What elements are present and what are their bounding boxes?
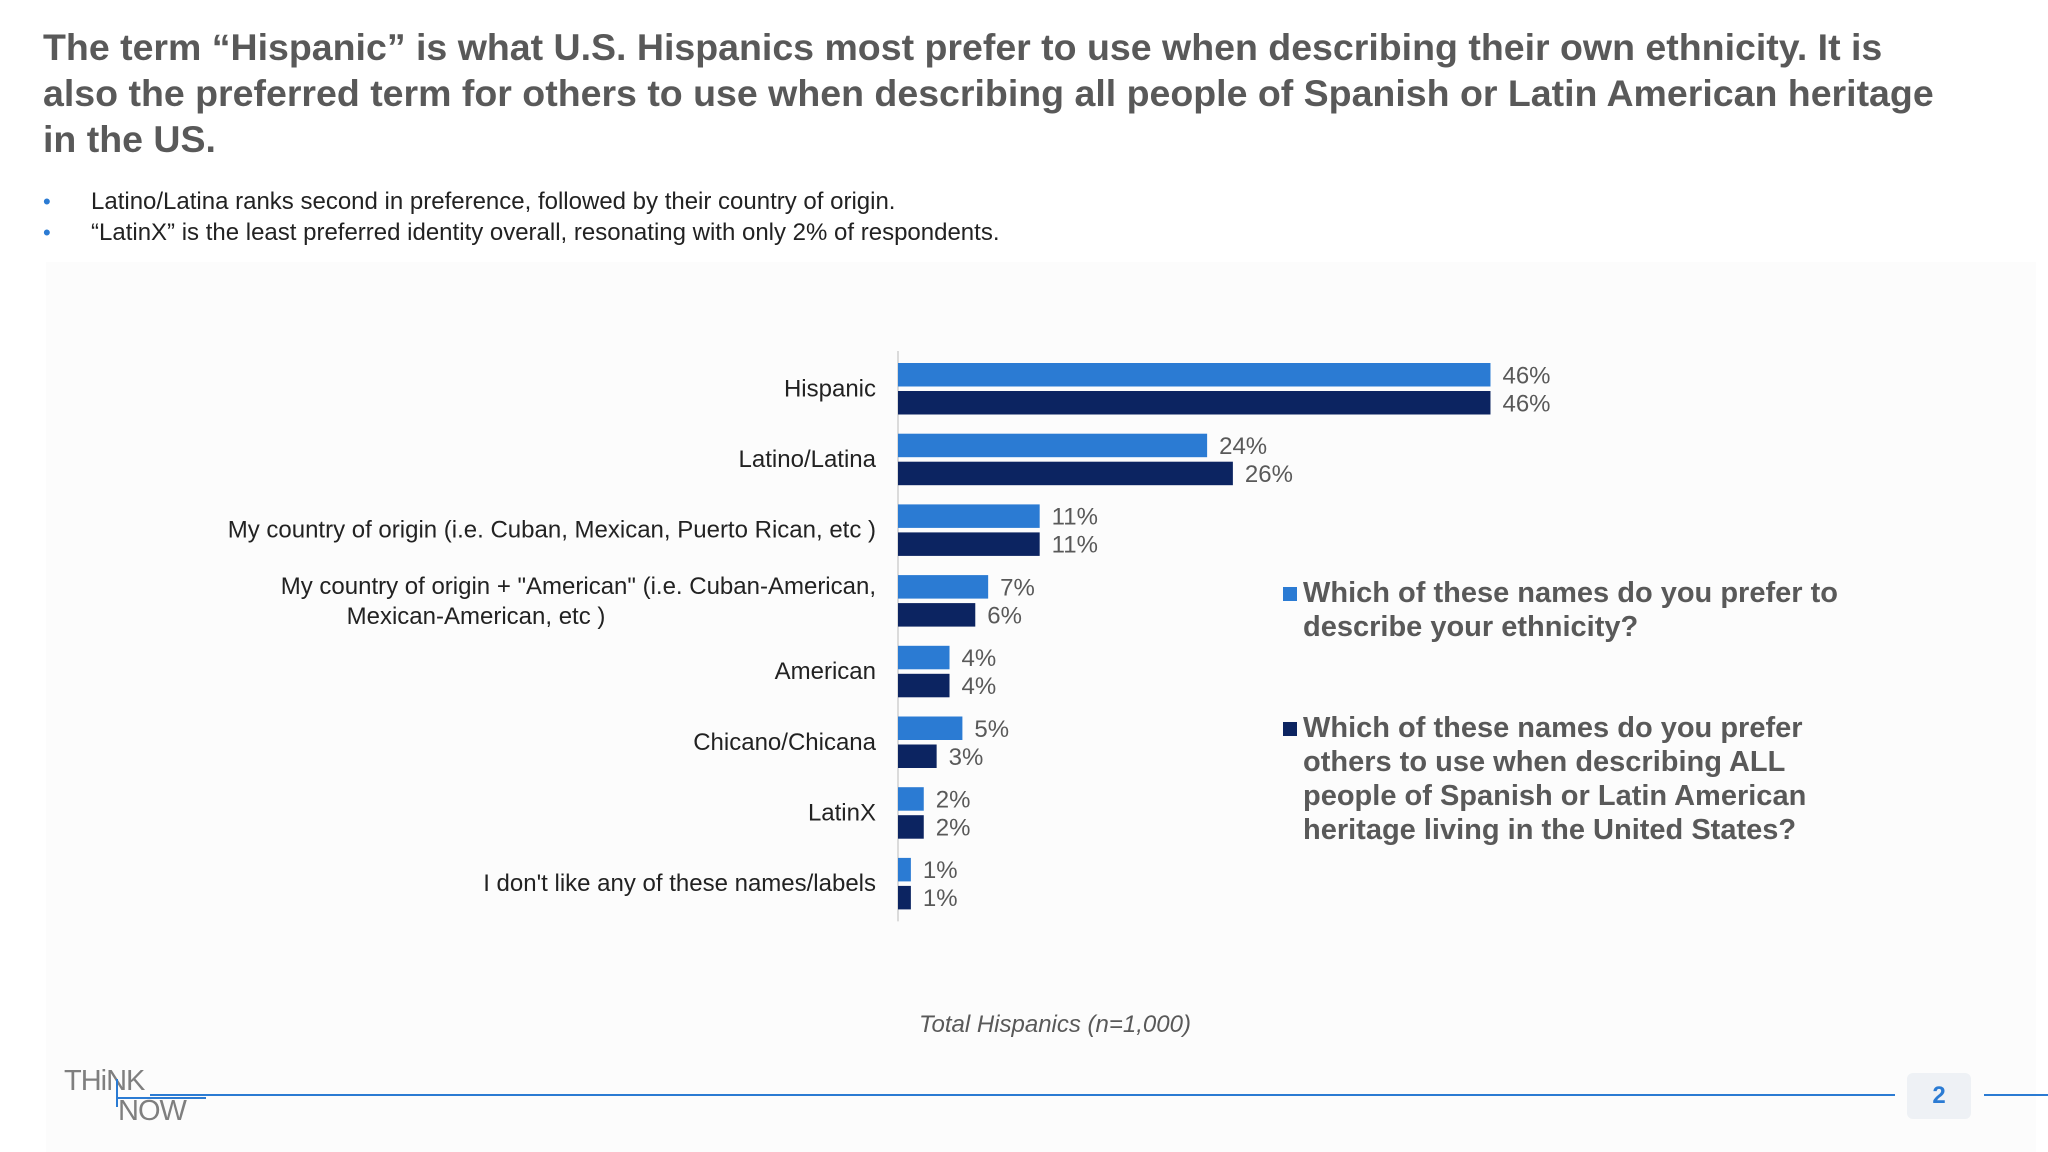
- bullet-icon: •: [43, 189, 51, 214]
- data-label-series-2: 3%: [949, 744, 984, 771]
- data-label-series-1: 11%: [1052, 504, 1098, 531]
- legend-item-series-1: Which of these names do you prefer to de…: [1283, 576, 1843, 644]
- footer-divider-right: [1984, 1094, 2048, 1096]
- bar-series-1: [898, 645, 950, 670]
- data-label-series-1: 1%: [923, 857, 958, 884]
- logo-line-horizontal: [116, 1097, 206, 1099]
- category-label: Hispanic: [784, 375, 876, 402]
- footer-divider: [150, 1094, 1895, 1096]
- category-label: Latino/Latina: [739, 446, 877, 473]
- logo-text-top: THiNK: [64, 1065, 145, 1097]
- chart-legend: Which of these names do you prefer to de…: [1283, 576, 1843, 847]
- data-label-series-2: 2%: [936, 814, 971, 841]
- category-label: I don't like any of these names/labels: [483, 870, 876, 897]
- data-label-series-1: 7%: [1000, 574, 1035, 601]
- data-label-series-1: 24%: [1219, 433, 1267, 460]
- logo-line-vertical: [116, 1079, 118, 1107]
- bar-series-2: [898, 885, 911, 910]
- bar-series-1: [898, 787, 924, 811]
- data-label-series-2: 4%: [962, 673, 997, 700]
- bullet-text: “LatinX” is the least preferred identity…: [91, 219, 1000, 246]
- bullet-text: Latino/Latina ranks second in preference…: [91, 188, 896, 215]
- bar-series-1: [898, 857, 911, 882]
- chart-caption: Total Hispanics (n=1,000): [919, 1011, 1191, 1038]
- category-label: My country of origin (i.e. Cuban, Mexica…: [228, 517, 876, 544]
- bar-series-2: [898, 815, 924, 839]
- bar-series-2: [898, 603, 976, 627]
- logo-text-bottom: NOW: [118, 1095, 187, 1127]
- bullet-list: • Latino/Latina ranks second in preferenc…: [43, 186, 999, 248]
- slide-title: The term “Hispanic” is what U.S. Hispani…: [43, 26, 1934, 160]
- bullet-icon: •: [43, 220, 51, 245]
- bar-series-1: [898, 716, 963, 740]
- bullet-item: • “LatinX” is the least preferred identit…: [43, 217, 999, 248]
- data-label-series-1: 5%: [974, 716, 1009, 743]
- data-label-series-1: 2%: [936, 786, 971, 813]
- legend-swatch-series-1: [1283, 587, 1297, 601]
- category-label-line: My country of origin + "American" (i.e. …: [281, 572, 876, 599]
- thinknow-logo: THiNK NOW: [64, 1065, 206, 1129]
- data-label-series-1: 46%: [1502, 362, 1550, 389]
- bar-series-1: [898, 504, 1040, 528]
- category-label: My country of origin + "American" (i.e. …: [281, 572, 876, 629]
- legend-swatch-series-2: [1283, 722, 1297, 736]
- bar-series-2: [898, 391, 1491, 415]
- bar-series-2: [898, 744, 937, 768]
- data-label-series-2: 11%: [1052, 532, 1098, 559]
- category-label: LatinX: [808, 799, 876, 826]
- category-label-line: Mexican-American, etc ): [347, 602, 606, 629]
- data-label-series-2: 26%: [1245, 461, 1293, 488]
- data-label-series-1: 4%: [962, 645, 997, 672]
- category-label: Chicano/Chicana: [693, 729, 876, 756]
- bar-series-2: [898, 461, 1233, 486]
- bullet-item: • Latino/Latina ranks second in preferenc…: [43, 186, 999, 217]
- bar-series-1: [898, 363, 1491, 387]
- data-label-series-2: 6%: [987, 602, 1022, 629]
- bar-series-1: [898, 433, 1208, 458]
- bar-series-2: [898, 673, 950, 698]
- legend-label-series-2: Which of these names do you prefer other…: [1303, 712, 1807, 846]
- bar-series-1: [898, 575, 989, 599]
- category-label: American: [775, 658, 876, 685]
- bar-series-2: [898, 532, 1040, 556]
- legend-item-series-2: Which of these names do you prefer other…: [1283, 711, 1843, 847]
- page-number: 2: [1907, 1073, 1971, 1119]
- data-label-series-2: 46%: [1502, 390, 1550, 417]
- data-label-series-2: 1%: [923, 885, 958, 912]
- legend-label-series-1: Which of these names do you prefer to de…: [1303, 577, 1838, 643]
